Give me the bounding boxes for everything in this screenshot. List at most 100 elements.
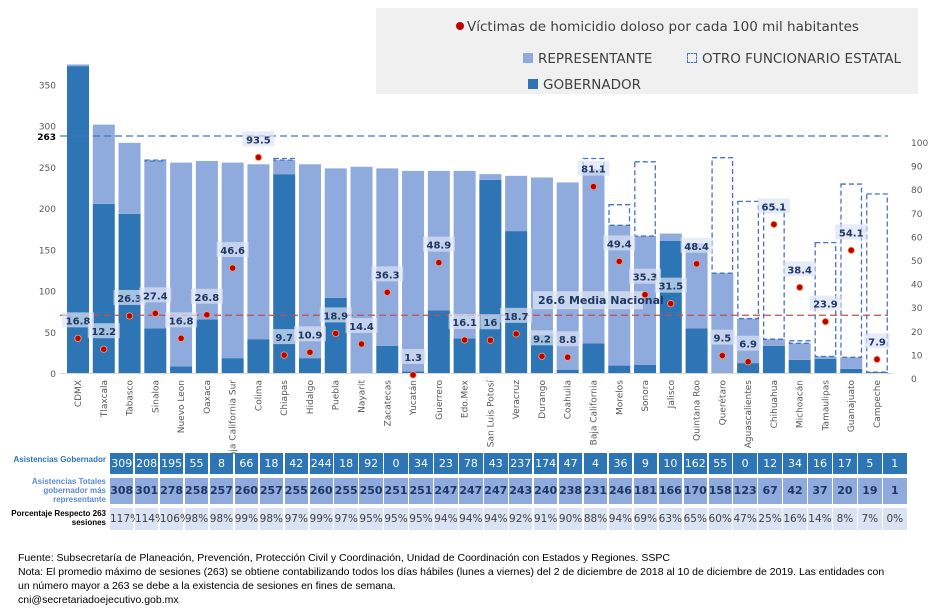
table-cell: 47 bbox=[558, 453, 583, 474]
left-tick-label: 300 bbox=[39, 123, 56, 133]
victims-dot bbox=[589, 183, 598, 191]
table-cell: 208 bbox=[134, 453, 159, 474]
bar-representante bbox=[530, 177, 553, 336]
table-cell: 78 bbox=[459, 453, 483, 474]
bar-gobernador bbox=[788, 359, 811, 373]
victims-dot bbox=[280, 351, 288, 359]
left-tick-label: 350 bbox=[39, 81, 56, 91]
category-label: Guanajuato bbox=[847, 380, 857, 433]
bar-representante bbox=[505, 175, 528, 232]
victims-label-bg bbox=[400, 348, 426, 364]
table-cell: 0% bbox=[883, 508, 907, 530]
table-cell: 250 bbox=[359, 478, 383, 504]
category-label: Michoacán bbox=[796, 380, 806, 428]
victims-dot bbox=[821, 317, 830, 326]
bar-representante bbox=[221, 162, 244, 359]
table-cell: 91% bbox=[533, 508, 558, 530]
victims-label-bg bbox=[709, 329, 736, 345]
left-tick-label: 50 bbox=[45, 329, 57, 339]
table-cell: 34 bbox=[409, 453, 433, 474]
victims-dot bbox=[357, 340, 366, 348]
table-cell: 67 bbox=[758, 478, 782, 504]
victims-data-label: 9.7 bbox=[275, 333, 293, 344]
bar-representante bbox=[582, 170, 605, 344]
legend-item-representante: REPRESENTANTE bbox=[523, 51, 652, 67]
victims-label-bg bbox=[654, 277, 687, 293]
footer-email: cni@secretariadoejecutivo.gob.mx bbox=[18, 594, 179, 606]
table-cell: 95% bbox=[359, 508, 383, 530]
victims-data-label: 9.2 bbox=[533, 334, 551, 345]
table-cell: 94% bbox=[434, 508, 458, 530]
victims-label-bg bbox=[809, 295, 842, 311]
victims-dot bbox=[74, 334, 82, 342]
table-cell: 0 bbox=[384, 453, 408, 474]
table-cell: 98% bbox=[184, 508, 209, 530]
victims-dot bbox=[203, 311, 211, 319]
table-cell: 90% bbox=[558, 508, 583, 530]
victims-dot bbox=[615, 257, 623, 266]
bar-gobernador bbox=[479, 179, 502, 373]
category-label: Quintana Roo bbox=[693, 380, 703, 441]
table-cell: 255 bbox=[284, 478, 308, 504]
victims-data-label: 6.9 bbox=[739, 340, 757, 351]
victims-label-bg bbox=[293, 326, 326, 342]
victims-data-label: 16.8 bbox=[169, 316, 194, 327]
category-label: Oaxaca bbox=[203, 380, 213, 414]
victims-dot bbox=[332, 329, 340, 337]
victims-label-bg bbox=[371, 266, 404, 282]
bar-gobernador bbox=[556, 369, 579, 373]
table-cell: 255 bbox=[334, 478, 358, 504]
category-label: Baja California bbox=[589, 380, 599, 445]
table-cell: 34 bbox=[783, 453, 807, 474]
legend-item-otro: OTRO FUNCIONARIO ESTATAL bbox=[687, 51, 901, 67]
table-cell: 257 bbox=[259, 478, 284, 504]
table-cell: 181 bbox=[633, 478, 658, 504]
table-cell: 123 bbox=[733, 478, 757, 504]
table-cell: 247 bbox=[434, 478, 458, 504]
table-cell: 238 bbox=[558, 478, 583, 504]
table-cell: 8% bbox=[833, 508, 857, 530]
left-tick-label: 250 bbox=[39, 164, 56, 174]
category-label: San Luis Potosí bbox=[486, 380, 496, 448]
victims-data-label: 16 bbox=[483, 318, 497, 329]
victims-data-label: 48.4 bbox=[684, 242, 709, 253]
row-label-gobernador: Asistencias Gobernador bbox=[13, 455, 106, 464]
victims-data-label: 36.3 bbox=[375, 270, 400, 281]
category-label: Jalisco bbox=[667, 380, 677, 410]
left-tick-label: 150 bbox=[39, 246, 56, 256]
bar-representante bbox=[634, 236, 657, 365]
table-cell: 98% bbox=[209, 508, 234, 530]
table-cell: 158 bbox=[708, 478, 732, 504]
victims-dot bbox=[177, 334, 185, 342]
bar-otro-funcionario bbox=[866, 193, 888, 373]
table-cell: 7% bbox=[858, 508, 882, 530]
victims-dot bbox=[641, 291, 649, 299]
bar-representante bbox=[788, 343, 811, 360]
media-label-bg bbox=[533, 291, 643, 310]
table-cell: 170 bbox=[683, 478, 707, 504]
victims-label-bg bbox=[448, 314, 481, 330]
table-cell: 309 bbox=[110, 453, 134, 474]
victims-label-bg bbox=[735, 335, 761, 351]
victims-data-label: 46.6 bbox=[220, 246, 245, 257]
table-cell: 95% bbox=[384, 508, 408, 530]
row-label-totales: Asistencias Totales gobernador más repre… bbox=[31, 477, 106, 504]
victims-data-label: 9.5 bbox=[713, 334, 731, 345]
table-cell: 243 bbox=[509, 478, 533, 504]
right-tick-label: 90 bbox=[911, 163, 923, 173]
table-cell: 99% bbox=[234, 508, 259, 530]
victims-data-label: 18.9 bbox=[323, 311, 348, 322]
victims-data-label: 54.1 bbox=[839, 228, 864, 239]
bar-otro-funcionario bbox=[737, 200, 760, 320]
victims-label-bg bbox=[345, 318, 378, 334]
victims-dot bbox=[847, 246, 855, 254]
bar-gobernador bbox=[144, 328, 167, 373]
victims-data-label: 26.3 bbox=[117, 294, 142, 305]
category-label: Yucatán bbox=[409, 380, 419, 416]
bar-gobernador bbox=[453, 338, 476, 373]
bar-representante bbox=[479, 174, 502, 180]
table-cell: 4 bbox=[583, 453, 608, 474]
right-tick-label: 10 bbox=[911, 351, 923, 361]
victims-data-label: 35.3 bbox=[633, 273, 658, 284]
table-cell: 18 bbox=[259, 453, 284, 474]
